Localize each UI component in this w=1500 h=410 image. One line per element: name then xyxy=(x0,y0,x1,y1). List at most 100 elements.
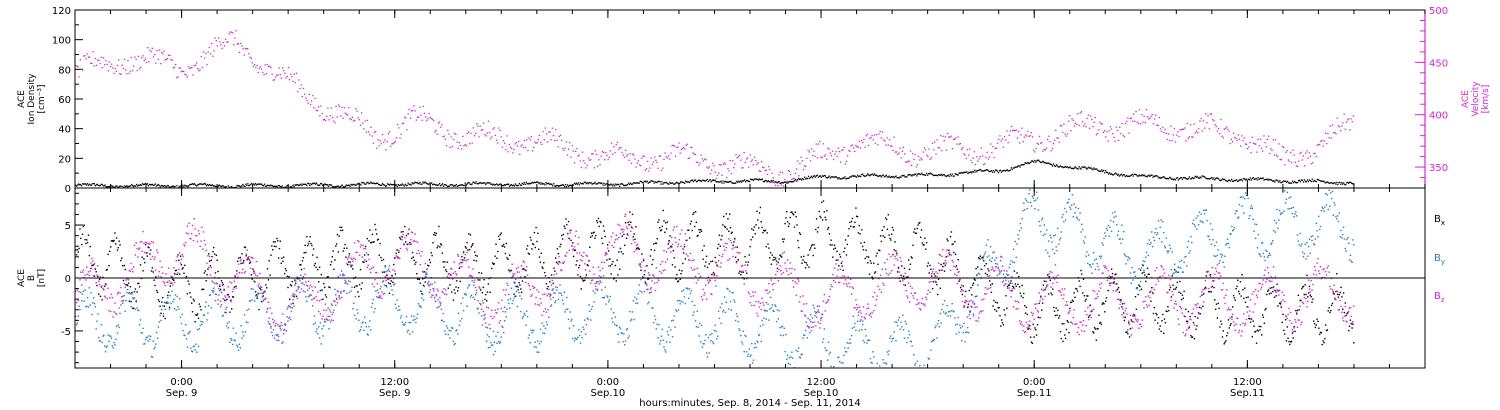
density-point xyxy=(166,185,168,187)
bx-point xyxy=(663,220,665,222)
bx-point xyxy=(1205,275,1207,277)
density-point xyxy=(373,182,375,184)
velocity-point xyxy=(771,172,773,174)
bx-point xyxy=(1326,329,1329,331)
density-point xyxy=(1162,176,1164,178)
by-point xyxy=(335,297,338,300)
by-point xyxy=(219,305,222,308)
by-point xyxy=(410,321,412,324)
by-point xyxy=(522,315,524,318)
bx-point xyxy=(380,256,382,259)
bx-point xyxy=(620,251,623,253)
bx-point xyxy=(333,268,335,270)
by-point xyxy=(380,285,382,288)
by-point xyxy=(390,285,392,287)
density-point xyxy=(1225,180,1227,182)
velocity-point xyxy=(566,154,569,156)
by-point xyxy=(886,351,889,353)
density-point xyxy=(991,171,994,173)
velocity-point xyxy=(818,143,820,145)
by-point xyxy=(387,268,390,270)
bx-point xyxy=(293,296,295,298)
by-point xyxy=(78,305,80,307)
density-point xyxy=(308,183,310,185)
by-point xyxy=(941,308,943,311)
bx-point xyxy=(916,227,918,230)
density-point xyxy=(1200,177,1202,179)
bx-point xyxy=(864,257,866,260)
density-point xyxy=(1083,166,1085,168)
bx-point xyxy=(240,262,242,265)
velocity-point xyxy=(1063,123,1065,125)
velocity-point xyxy=(1078,124,1080,126)
density-point xyxy=(350,183,352,186)
velocity-point xyxy=(1044,149,1046,151)
density-point xyxy=(847,177,849,179)
velocity-point xyxy=(859,147,862,149)
velocity-point xyxy=(273,79,276,81)
bx-point xyxy=(410,243,412,245)
bx-point xyxy=(680,273,682,275)
by-point xyxy=(748,348,750,350)
velocity-point xyxy=(1235,137,1237,140)
bx-point xyxy=(1173,288,1175,290)
by-point xyxy=(468,284,471,286)
bx-point xyxy=(1227,319,1230,321)
density-point xyxy=(1210,177,1212,179)
density-point xyxy=(550,183,552,185)
density-point xyxy=(160,185,162,187)
bx-point xyxy=(143,258,145,260)
velocity-point xyxy=(338,105,341,108)
density-point xyxy=(1239,179,1242,181)
by-point xyxy=(95,328,97,330)
density-point xyxy=(776,182,778,184)
by-point xyxy=(347,280,350,282)
density-point xyxy=(702,179,704,182)
bx-point xyxy=(432,242,434,244)
by-point xyxy=(418,305,420,307)
by-point xyxy=(507,299,509,301)
velocity-point xyxy=(171,59,173,61)
bx-point xyxy=(294,279,296,281)
bx-point xyxy=(255,294,258,296)
density-point xyxy=(1064,165,1066,168)
velocity-point xyxy=(1009,130,1012,132)
density-point xyxy=(654,181,656,183)
bx-point xyxy=(345,256,347,258)
velocity-tick-label: 450 xyxy=(1429,58,1448,69)
by-point xyxy=(461,317,463,320)
by-point xyxy=(774,304,776,306)
bx-point xyxy=(385,285,387,287)
density-point xyxy=(533,181,535,183)
bx-point xyxy=(1194,315,1196,318)
bx-point xyxy=(856,216,859,218)
density-point xyxy=(1012,167,1014,169)
velocity-point xyxy=(349,118,351,120)
bx-point xyxy=(1048,276,1051,278)
bx-point xyxy=(513,293,515,295)
velocity-point xyxy=(1140,123,1142,125)
velocity-point xyxy=(609,150,612,152)
density-point xyxy=(328,184,331,186)
bx-point xyxy=(716,264,718,266)
density-point xyxy=(407,182,409,184)
density-point xyxy=(700,180,702,182)
by-point xyxy=(593,301,595,303)
velocity-point xyxy=(1091,118,1093,121)
velocity-point xyxy=(626,155,628,157)
bx-point xyxy=(677,280,680,282)
by-point xyxy=(566,296,568,299)
velocity-point xyxy=(235,30,237,32)
density-point xyxy=(725,181,727,183)
bx-point xyxy=(549,294,552,296)
by-point xyxy=(734,319,737,322)
bx-point xyxy=(1273,296,1276,298)
bx-point xyxy=(1321,343,1323,346)
by-point xyxy=(81,300,83,302)
density-point xyxy=(174,185,176,188)
by-point xyxy=(816,305,819,307)
velocity-point xyxy=(1142,121,1144,123)
density-point xyxy=(549,183,551,186)
by-point xyxy=(640,278,642,281)
bx-point xyxy=(873,272,876,274)
